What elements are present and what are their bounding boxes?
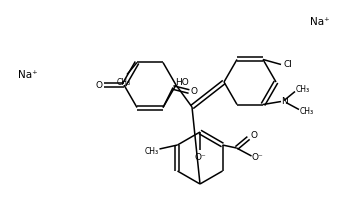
Text: Na⁺: Na⁺ (18, 70, 38, 80)
Text: O: O (96, 80, 103, 90)
Text: N: N (282, 97, 288, 106)
Text: O: O (191, 87, 198, 96)
Text: O⁻: O⁻ (194, 153, 206, 162)
Text: CH₃: CH₃ (117, 78, 131, 87)
Text: CH₃: CH₃ (144, 148, 158, 157)
Text: O⁻: O⁻ (252, 153, 263, 162)
Text: CH₃: CH₃ (300, 107, 314, 116)
Text: O: O (250, 131, 257, 140)
Text: Cl: Cl (283, 60, 292, 69)
Text: Na⁺: Na⁺ (310, 17, 330, 27)
Text: HO: HO (175, 78, 189, 87)
Text: CH₃: CH₃ (296, 85, 310, 94)
